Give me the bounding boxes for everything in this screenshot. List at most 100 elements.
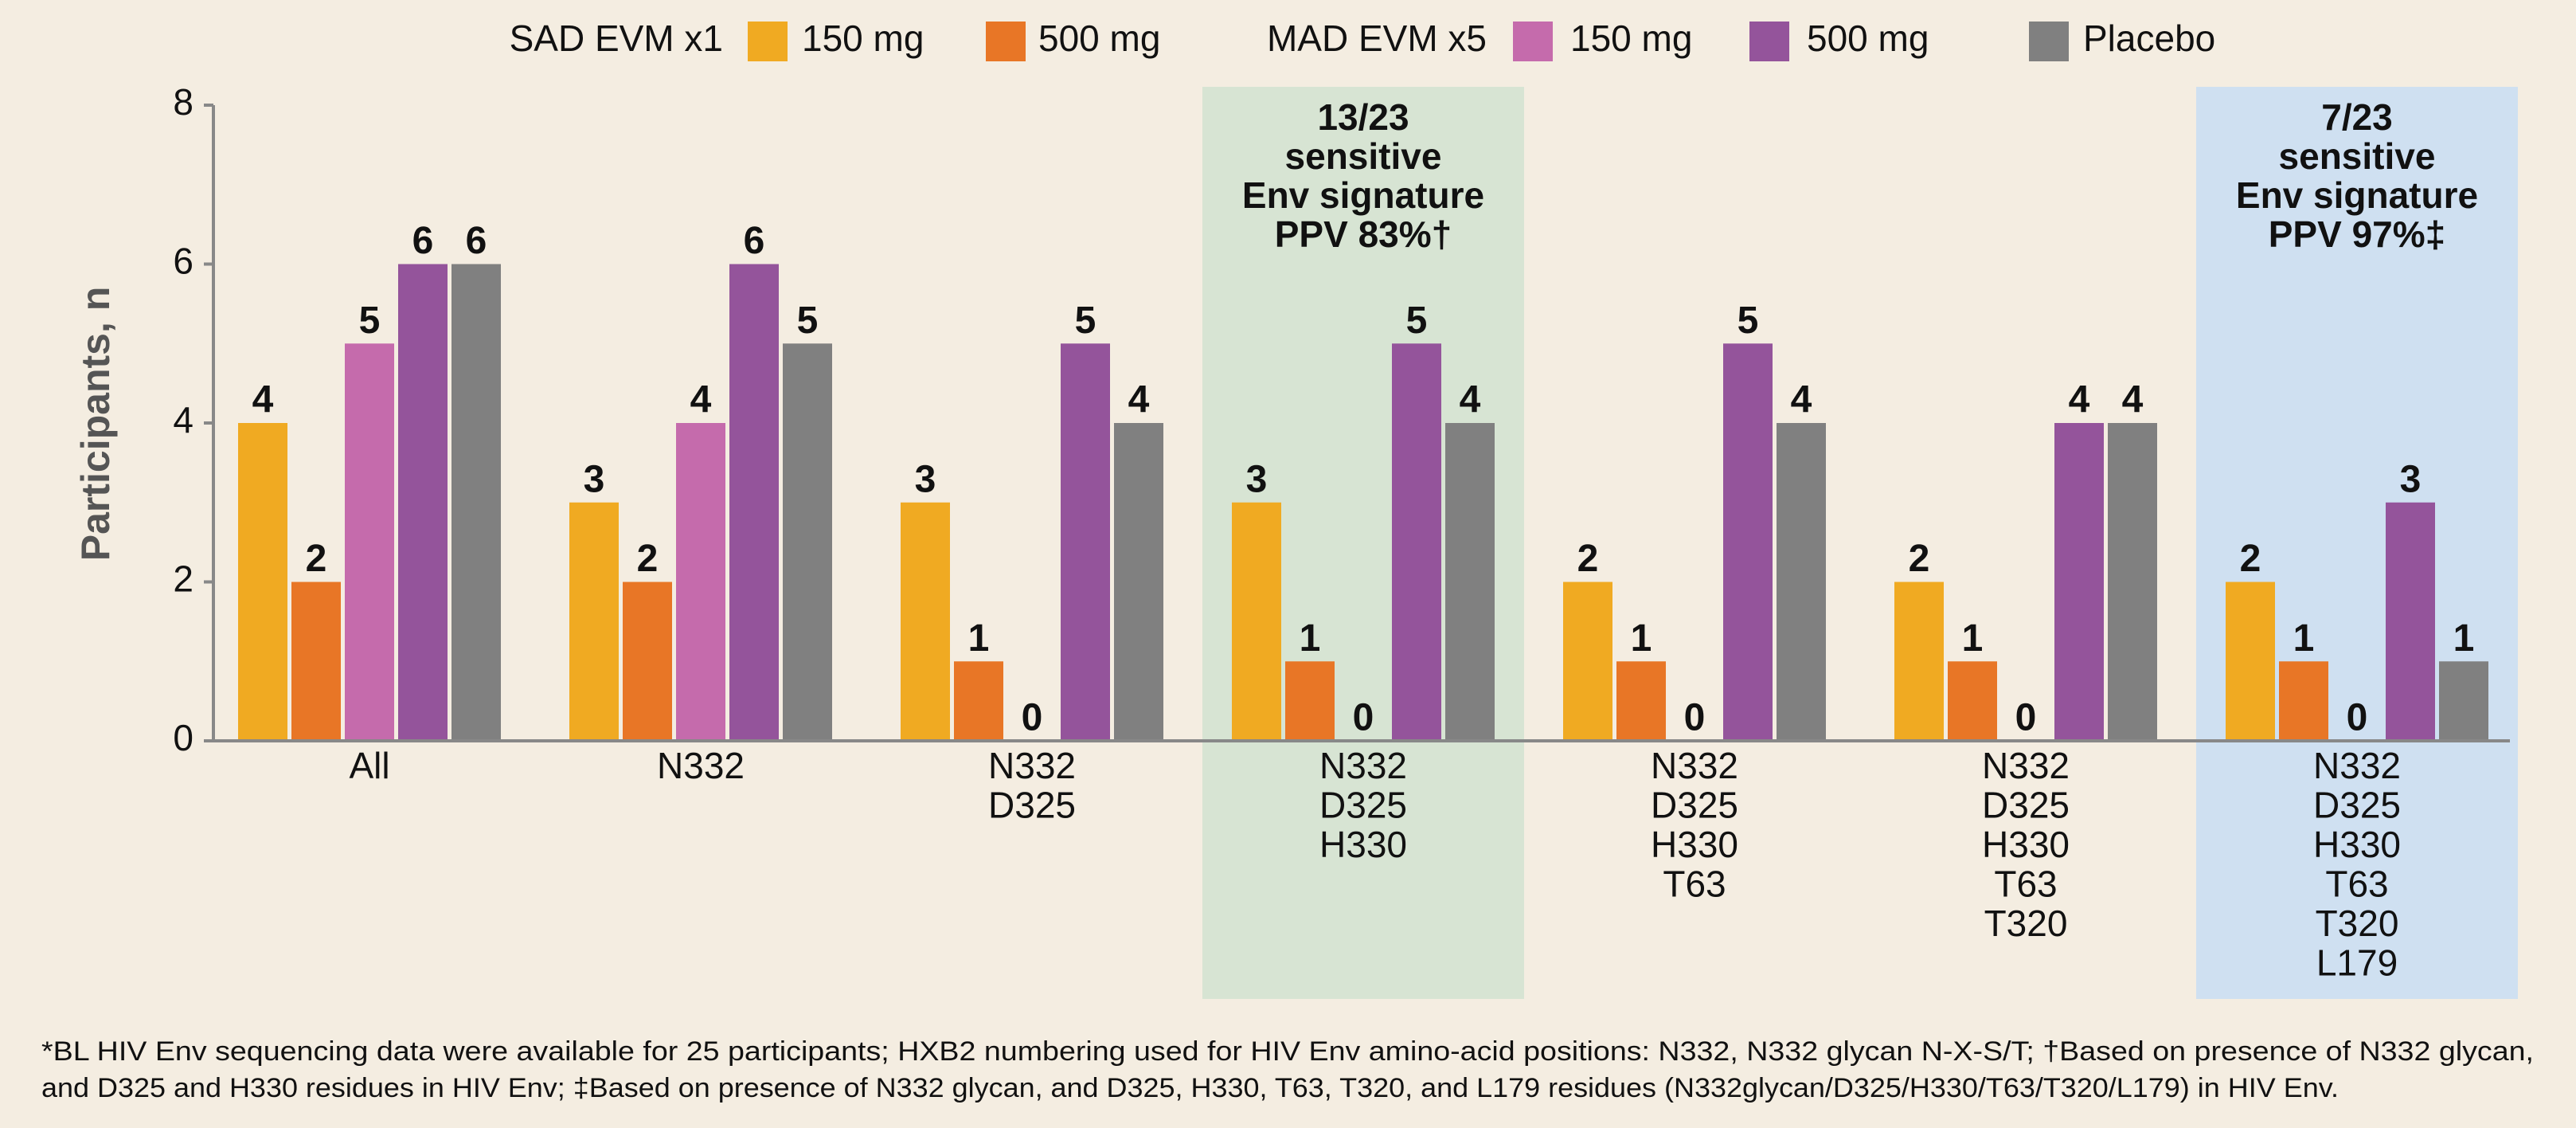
bar (2054, 423, 2104, 741)
value-label: 4 (1460, 379, 1481, 421)
bar (1723, 343, 1773, 741)
bar (238, 423, 287, 741)
x-tick-label: N332 (1982, 745, 2070, 786)
value-label: 1 (1631, 617, 1652, 660)
bar (1616, 661, 1666, 741)
bar (569, 502, 619, 741)
bar (2108, 423, 2157, 741)
bar (1563, 582, 1612, 741)
x-tick-label: T63 (2325, 864, 2388, 905)
x-tick-label: D325 (1982, 785, 2070, 826)
y-tick-label: 4 (173, 399, 193, 441)
y-tick-label: 8 (173, 81, 193, 123)
value-label: 1 (1300, 617, 1321, 660)
legend-swatch (2029, 22, 2069, 61)
bar (345, 343, 394, 741)
value-label: 1 (2293, 617, 2315, 660)
annotation-text: Env signature (1242, 174, 1484, 216)
y-tick-label: 2 (173, 558, 193, 600)
bar (398, 264, 448, 741)
legend-group-label: SAD EVM x1 (510, 18, 723, 59)
x-tick-label: N332 (1319, 745, 1407, 786)
x-tick-label: H330 (1651, 824, 1738, 865)
bar (2439, 661, 2488, 741)
x-tick-label: D325 (988, 785, 1076, 826)
legend-label: 500 mg (1807, 18, 1929, 59)
value-label: 5 (797, 300, 819, 342)
value-label: 3 (915, 458, 936, 500)
x-tick-label: N332 (2313, 745, 2401, 786)
value-label: 3 (584, 458, 605, 500)
bar (1445, 423, 1495, 741)
y-tick-label: 6 (173, 241, 193, 282)
bar (1232, 502, 1281, 741)
value-label: 2 (2240, 538, 2261, 580)
value-label: 2 (1577, 538, 1599, 580)
footnote: *BL HIV Env sequencing data were availab… (41, 1036, 2534, 1067)
x-tick-label: H330 (1319, 824, 1407, 865)
x-tick-label: T320 (2316, 903, 2399, 944)
bar (901, 502, 950, 741)
annotation-text: sensitive (1285, 135, 1442, 177)
bar (1392, 343, 1441, 741)
x-tick-label: T63 (1663, 864, 1726, 905)
value-label: 0 (1684, 697, 1706, 739)
annotation-text: 7/23 (2321, 96, 2393, 138)
footnote: and D325 and H330 residues in HIV Env; ‡… (41, 1073, 2339, 1103)
value-label: 5 (1738, 300, 1759, 342)
bar (451, 264, 501, 741)
value-label: 6 (466, 220, 487, 262)
value-label: 4 (2069, 379, 2090, 421)
x-tick-label: All (349, 745, 389, 786)
value-label: 1 (2453, 617, 2475, 660)
bar (1777, 423, 1826, 741)
bar (291, 582, 341, 741)
value-label: 4 (2122, 379, 2144, 421)
x-tick-label: N332 (657, 745, 745, 786)
value-label: 1 (968, 617, 990, 660)
x-tick-label: T320 (1984, 903, 2068, 944)
x-tick-label: D325 (2313, 785, 2401, 826)
value-label: 2 (637, 538, 659, 580)
value-label: 2 (306, 538, 327, 580)
bar (1061, 343, 1110, 741)
x-tick-label: H330 (1982, 824, 2070, 865)
bar (1894, 582, 1944, 741)
value-label: 0 (2347, 697, 2368, 739)
legend-swatch (1513, 22, 1553, 61)
value-label: 1 (1962, 617, 1984, 660)
value-label: 4 (252, 379, 274, 421)
legend-label: Placebo (2083, 18, 2215, 59)
bar (729, 264, 779, 741)
x-tick-label: N332 (988, 745, 1076, 786)
value-label: 6 (412, 220, 434, 262)
y-axis-label: Participants, n (73, 287, 118, 562)
value-label: 6 (744, 220, 765, 262)
value-label: 5 (359, 300, 381, 342)
value-label: 4 (690, 379, 712, 421)
value-label: 3 (2400, 458, 2422, 500)
legend-swatch (986, 22, 1026, 61)
value-label: 3 (1246, 458, 1268, 500)
value-label: 5 (1406, 300, 1428, 342)
annotation-text: 13/23 (1317, 96, 1409, 138)
legend-label: 150 mg (1570, 18, 1692, 59)
value-label: 5 (1075, 300, 1096, 342)
legend-swatch (748, 22, 788, 61)
bar (676, 423, 725, 741)
value-label: 2 (1909, 538, 1930, 580)
value-label: 4 (1791, 379, 1812, 421)
legend-label: 500 mg (1038, 18, 1160, 59)
value-label: 4 (1128, 379, 1150, 421)
bar (954, 661, 1003, 741)
bar (783, 343, 832, 741)
y-tick-label: 0 (173, 717, 193, 758)
annotation-text: Env signature (2236, 174, 2478, 216)
annotation-text: PPV 83%† (1275, 213, 1452, 255)
legend-label: 150 mg (802, 18, 924, 59)
bar (2386, 502, 2435, 741)
legend-swatch (1749, 22, 1789, 61)
annotation-text: sensitive (2279, 135, 2436, 177)
